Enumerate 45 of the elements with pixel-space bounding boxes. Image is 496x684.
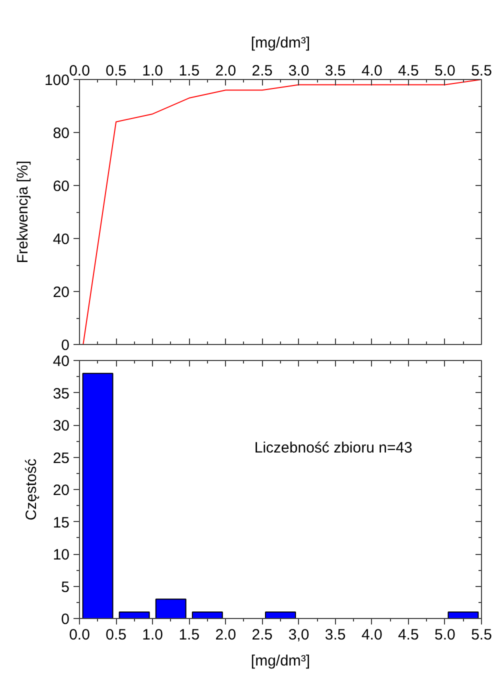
x-tick-label: 4.0: [361, 626, 382, 644]
annotation: Liczebność zbioru n=43: [254, 440, 412, 457]
line-series: [82, 80, 482, 344]
x-tick-label: 0.0: [69, 62, 90, 80]
x-tick-label: 1.5: [178, 62, 200, 80]
x-axis-title: [mg/dm³]: [250, 652, 310, 670]
x-tick-label: 5.5: [471, 626, 492, 644]
x-axis-title: [mg/dm³]: [250, 34, 310, 52]
x-tick-label: 1.0: [142, 626, 164, 644]
y-tick-label: 40: [52, 231, 70, 248]
x-tick-label: 0.5: [106, 62, 126, 80]
y-tick-label: 35: [52, 385, 70, 402]
y-tick-label: 15: [52, 514, 70, 532]
x-tick-label: 0.0: [69, 626, 90, 644]
y-tick-label: 10: [52, 546, 70, 564]
y-tick-label: 20: [52, 482, 70, 499]
x-tick-label: 2.0: [215, 626, 236, 644]
y-tick-label: 5: [61, 578, 70, 596]
x-tick-label: 1.0: [142, 62, 164, 80]
x-tick-label: 4.5: [398, 626, 419, 644]
x-tick-label: 5.0: [434, 62, 456, 80]
y-axis-title: Częstość: [22, 458, 40, 520]
y-tick-label: 30: [52, 418, 70, 434]
y-tick-label: 100: [44, 72, 70, 89]
x-tick-label: 5.5: [471, 62, 492, 80]
x-tick-label: 3.5: [324, 62, 346, 80]
x-tick-label: 2.0: [215, 62, 236, 80]
x-tick-label: 2.5: [252, 626, 273, 644]
y-tick-label: 20: [52, 284, 70, 301]
y-tick-label: 40: [52, 353, 70, 370]
x-tick-label: 2.5: [252, 62, 273, 80]
x-tick-label: 0.5: [106, 626, 126, 644]
x-tick-label: 4.0: [361, 62, 382, 80]
x-tick-label: 3.0: [288, 62, 310, 80]
x-tick-label: 3.5: [324, 626, 346, 644]
x-tick-label: 1.5: [178, 626, 200, 644]
x-tick-label: 3,0: [288, 626, 310, 644]
x-tick-label: 4.5: [398, 62, 419, 80]
y-tick-label: 25: [52, 450, 70, 467]
y-tick-label: 80: [52, 125, 70, 142]
x-tick-label: 5.0: [434, 626, 456, 644]
y-tick-label: 60: [52, 178, 70, 195]
y-tick-label: 0: [61, 611, 70, 628]
y-axis-title: Frekwencja [%]: [14, 160, 32, 264]
y-tick-label: 0: [61, 337, 70, 354]
